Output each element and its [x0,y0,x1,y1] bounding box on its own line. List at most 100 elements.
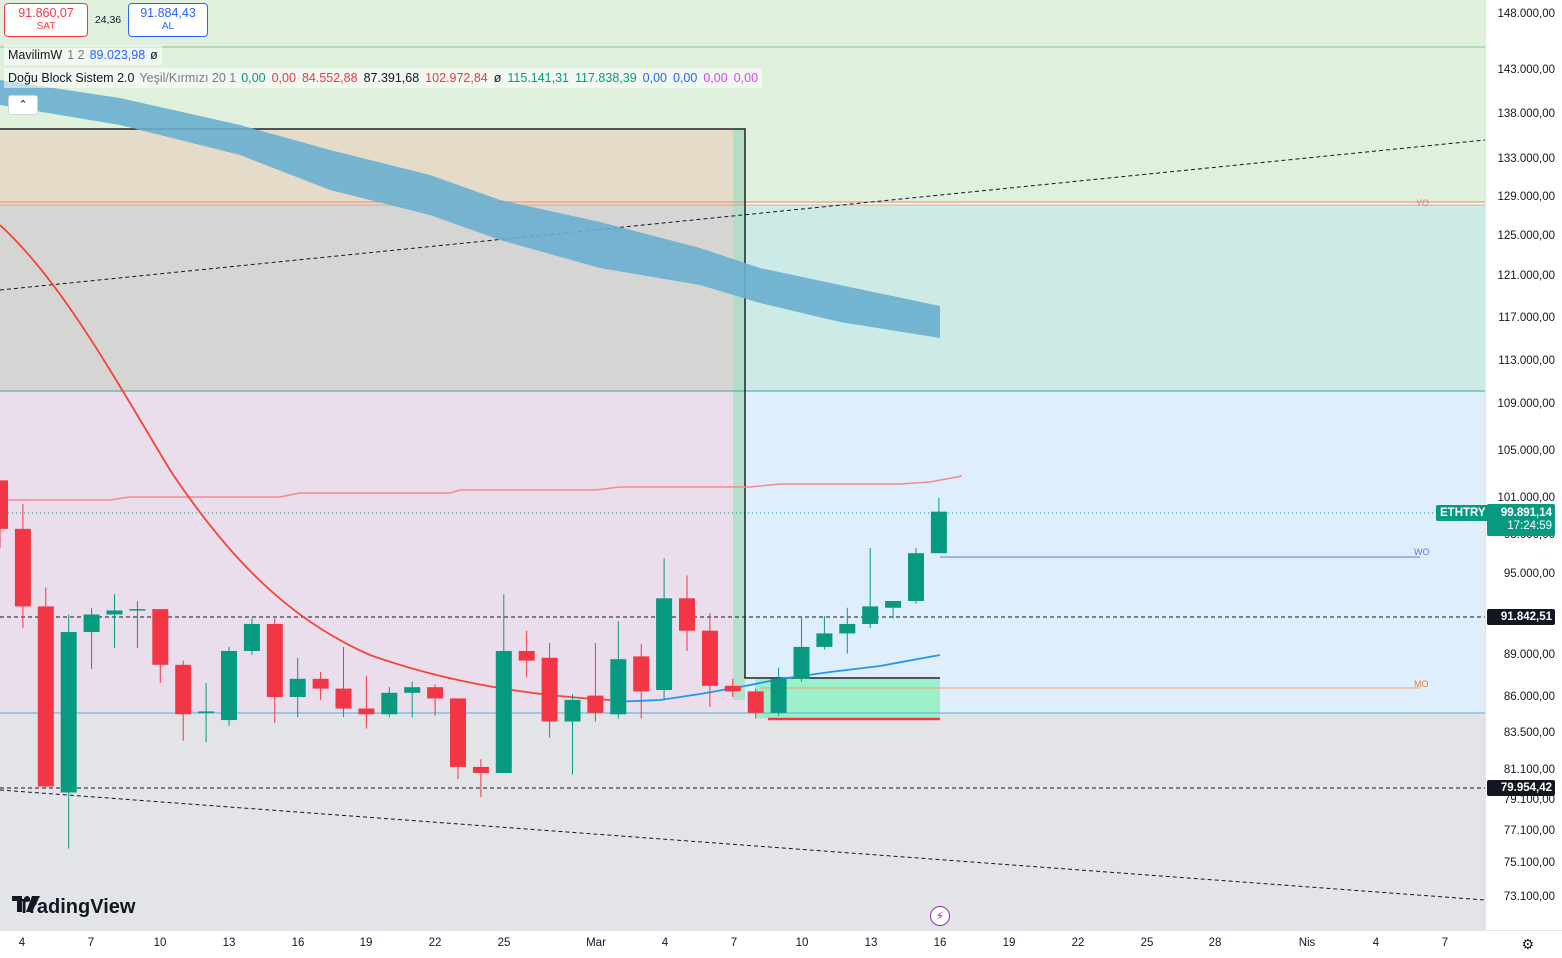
candle-body [335,688,352,709]
candle [930,498,947,554]
price-tick: 113.000,00 [1498,355,1555,367]
tradingview-logo[interactable]: TradingView [12,896,135,919]
candle [472,759,489,797]
time-tick: 22 [1071,937,1085,949]
candle-body [587,695,604,713]
symbol-badge: ETHTRY [1436,505,1490,521]
buy-price: 91.884,43 [140,6,196,20]
price-axis[interactable]: 148.000,00 143.000,00 138.000,00 133.000,00… [1485,0,1562,930]
candle-body [312,678,329,689]
candle-body [404,687,421,693]
price-tick: 79.100,00 [1503,794,1555,806]
candle-body [908,553,924,601]
red-ema-line [0,224,611,701]
legend-mavilim-symbol: ø [150,48,158,62]
time-tick: 13 [222,937,236,949]
candle [427,684,444,716]
candle-body [564,699,581,722]
legend-dogu-value: 0,00 [642,71,667,85]
chart-canvas[interactable]: YO WO MO [0,0,1485,930]
candle [656,558,673,700]
time-tick: 19 [1002,937,1016,949]
candle [701,613,718,708]
sell-button[interactable]: 91.860,07 SAT [4,3,88,37]
legend-dogu-block[interactable]: Doğu Block Sistem 2.0 Yeşil/Kırmızı 20 1… [4,68,763,88]
candle-body [862,606,879,624]
candle-body [656,598,673,690]
price-tick: 105.000,00 [1497,445,1555,457]
candle-body [472,766,489,773]
trendline-lower [0,789,1485,901]
legend-dogu-value: 87.391,68 [363,71,420,85]
candle-body [37,606,54,787]
mavilim-line [611,654,941,703]
legend-dogu-value: 0,00 [271,71,296,85]
legend-mavilim-name: MavilimW [8,48,63,62]
time-tick: 13 [864,937,878,949]
candle [221,646,237,726]
candle-body [518,650,535,661]
candle [404,681,421,718]
candle [335,646,352,718]
candle [60,614,77,849]
time-tick: 25 [497,937,511,949]
time-tick: 28 [1208,937,1222,949]
chart-pane[interactable]: YO WO MO 91.860,07 SAT 24,36 91.884,43 A… [0,0,1485,930]
pink-line [0,475,963,501]
time-tick: 16 [291,937,305,949]
candle-body [381,692,398,715]
candle-body [610,659,627,715]
time-tick: 22 [428,937,442,949]
legend-mavilim-value: 89.023,98 [89,48,146,62]
candle-body [839,623,856,634]
candle [747,688,764,719]
candle [450,698,466,779]
price-tick: 148.000,00 [1497,8,1555,20]
price-tick: 121.000,00 [1497,270,1555,282]
time-tick: 4 [661,937,669,949]
price-tick: 143.000,00 [1497,64,1555,76]
candle-body [266,623,283,697]
candle [908,548,924,604]
gear-icon[interactable]: ⚙ [1521,936,1534,952]
buy-button[interactable]: 91.884,43 AL [128,3,208,37]
price-tick: 138.000,00 [1497,108,1555,120]
candle [862,548,879,628]
legend-dogu-value: 0,00 [673,71,698,85]
price-tick: 101.000,00 [1497,492,1555,504]
zone-gray-bottom [0,713,1485,930]
candle-body [106,610,123,615]
time-tick: 25 [1140,937,1154,949]
time-tick: 7 [1441,937,1449,949]
last-price-value: 99.891,14 [1500,507,1552,519]
legend-collapse-button[interactable]: ⌃ [8,95,38,115]
candle [610,621,627,719]
candle [793,617,810,682]
blue-band [0,80,940,338]
tag-wo: WO [1414,547,1430,557]
legend-mavilim[interactable]: MavilimW 1 2 89.023,98 ø [4,45,162,65]
candle-body [541,657,558,722]
trade-panel: 91.860,07 SAT 24,36 91.884,43 AL [4,3,208,37]
price-tick: 117.000,00 [1498,312,1555,324]
spread-value: 24,36 [94,14,122,26]
time-tick: Nis [1298,937,1316,949]
legend-dogu-value: 0,00 [241,71,266,85]
candle [83,607,100,669]
candle [0,480,8,548]
lightning-icon[interactable]: ⚡ [930,906,950,926]
candle-body [221,650,237,721]
chevron-up-icon: ⌃ [18,99,28,111]
candle [198,683,215,743]
buy-label: AL [161,21,175,32]
candle-body [358,708,375,715]
candle-body [930,511,947,554]
legend-dogu-value: 117.838,39 [575,71,637,85]
candle-body [679,598,695,631]
time-tick: 4 [1372,937,1380,949]
sell-label: SAT [36,21,56,32]
level2-price-label: 79.954,42 [1487,780,1555,796]
tag-yo: YO [1416,198,1429,208]
candle [381,687,398,718]
time-axis[interactable]: 4 7 10 13 16 19 22 25 Mar 4 7 10 13 16 19 22 25 28 Nis 4 7 ⚙ [0,930,1562,958]
